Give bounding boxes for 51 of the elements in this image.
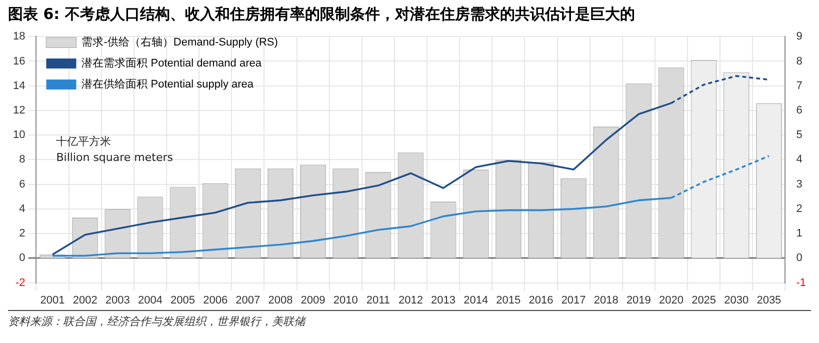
x-tick-label: 2011 xyxy=(366,294,390,306)
legend-label: 潜在供给面积 Potential supply area xyxy=(82,78,254,91)
y2-tick-label: 8 xyxy=(796,55,802,68)
x-tick-label: 2002 xyxy=(72,294,98,306)
x-tick-label: 2020 xyxy=(659,294,684,306)
x-tick-label: 2005 xyxy=(170,294,196,306)
y-tick-label: 8 xyxy=(19,154,26,166)
y-tick-label: 0 xyxy=(19,252,26,264)
x-tick-label: 2003 xyxy=(105,294,130,306)
x-tick-label: 2009 xyxy=(300,294,326,306)
x-tick-label: 2010 xyxy=(333,294,358,306)
x-tick-label: 2019 xyxy=(626,294,651,306)
x-tick-label: 2018 xyxy=(594,294,618,306)
y-tick-label: 2 xyxy=(19,228,26,240)
x-tick-label: 2035 xyxy=(756,294,782,306)
chart-title: 图表 6: 不考虑人口结构、收入和住房拥有率的限制条件，对潜在住房需求的共识估计是巨大的 xyxy=(7,4,636,25)
y2-tick-label: 9 xyxy=(796,30,802,43)
y2-tick-label: 6 xyxy=(796,104,802,116)
y-tick-label: 4 xyxy=(19,202,26,215)
y-tick-label: 6 xyxy=(19,178,26,190)
y2-tick-label: 3 xyxy=(796,178,802,190)
y2-tick-label: 1 xyxy=(796,228,802,240)
x-tick-label: 2013 xyxy=(431,294,456,306)
x-tick-label: 2016 xyxy=(528,294,554,306)
legend-label: 需求-供给（右轴）Demand-Supply (RS) xyxy=(82,36,278,49)
y2-tick-label: -1 xyxy=(796,276,806,289)
x-tick-label: 2030 xyxy=(724,294,749,306)
y-tick-label: 18 xyxy=(12,30,26,43)
x-tick-label: 2006 xyxy=(203,294,228,306)
y-tick-label: 16 xyxy=(12,55,26,68)
x-tick-label: 2004 xyxy=(138,294,162,306)
x-tick-label: 2015 xyxy=(496,294,521,306)
y2-tick-label: 5 xyxy=(796,129,802,142)
x-tick-label: 2008 xyxy=(268,294,293,306)
y2-tick-label: 7 xyxy=(796,80,802,92)
x-tick-label: 2017 xyxy=(561,294,586,306)
y2-tick-label: 0 xyxy=(796,252,802,264)
x-tick-label: 2014 xyxy=(464,294,488,306)
y-tick-label: 14 xyxy=(12,80,26,92)
x-tick-label: 2025 xyxy=(692,294,716,306)
y-tick-label: 12 xyxy=(12,104,26,116)
text: 资料来源：联合国，经济合作与发展组织，世界银行，美联储 xyxy=(8,310,811,329)
y2-tick-label: 4 xyxy=(796,154,802,166)
x-tick-label: 2012 xyxy=(398,294,423,306)
y-tick-label: -2 xyxy=(15,276,26,289)
x-tick-label: 2007 xyxy=(236,294,260,306)
y-tick-label: 10 xyxy=(12,129,26,142)
legend-label: 潜在需求面积 Potential demand area xyxy=(82,56,262,70)
x-tick-label: 2001 xyxy=(40,294,65,306)
y2-tick-label: 2 xyxy=(796,202,802,215)
annotation: 十亿平方米 Billion square meters xyxy=(56,134,174,164)
